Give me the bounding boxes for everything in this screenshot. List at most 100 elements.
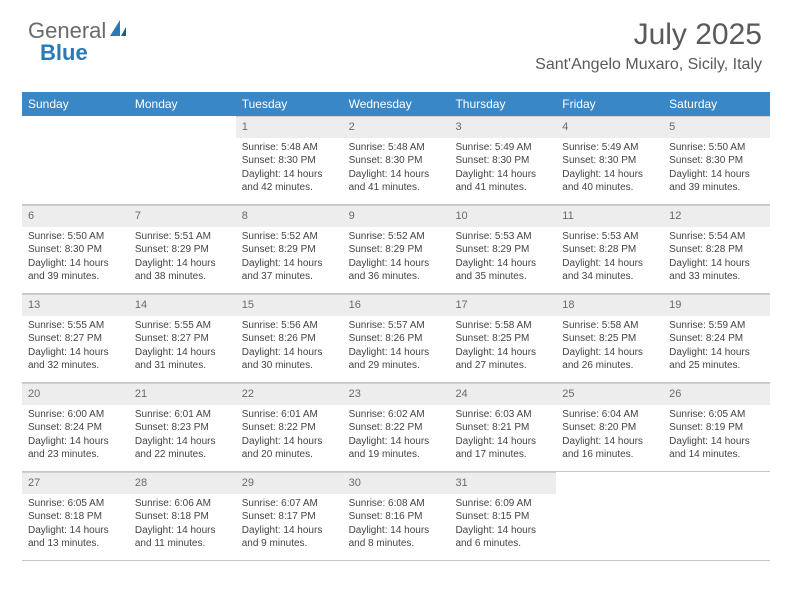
sunrise-line: Sunrise: 5:51 AM bbox=[135, 230, 230, 244]
sunrise-line: Sunrise: 5:52 AM bbox=[349, 230, 444, 244]
sunset-line: Sunset: 8:22 PM bbox=[242, 421, 337, 435]
sunrise-line: Sunrise: 6:03 AM bbox=[455, 408, 550, 422]
day-number: 25 bbox=[556, 383, 663, 405]
day-number: 6 bbox=[22, 205, 129, 227]
daylight-line: Daylight: 14 hours and 27 minutes. bbox=[455, 346, 550, 373]
day-body: Sunrise: 6:04 AMSunset: 8:20 PMDaylight:… bbox=[556, 405, 663, 468]
sunset-line: Sunset: 8:28 PM bbox=[669, 243, 764, 257]
sunset-line: Sunset: 8:26 PM bbox=[349, 332, 444, 346]
sunset-line: Sunset: 8:30 PM bbox=[562, 154, 657, 168]
daylight-line: Daylight: 14 hours and 9 minutes. bbox=[242, 524, 337, 551]
daylight-line: Daylight: 14 hours and 20 minutes. bbox=[242, 435, 337, 462]
sunrise-line: Sunrise: 5:55 AM bbox=[135, 319, 230, 333]
sunset-line: Sunset: 8:30 PM bbox=[349, 154, 444, 168]
day-body: Sunrise: 6:05 AMSunset: 8:19 PMDaylight:… bbox=[663, 405, 770, 468]
daylight-line: Daylight: 14 hours and 16 minutes. bbox=[562, 435, 657, 462]
calendar-week: 1Sunrise: 5:48 AMSunset: 8:30 PMDaylight… bbox=[22, 116, 770, 205]
day-body: Sunrise: 5:53 AMSunset: 8:28 PMDaylight:… bbox=[556, 227, 663, 290]
daylight-line: Daylight: 14 hours and 35 minutes. bbox=[455, 257, 550, 284]
sunrise-line: Sunrise: 5:58 AM bbox=[562, 319, 657, 333]
day-number: 30 bbox=[343, 472, 450, 494]
daylight-line: Daylight: 14 hours and 29 minutes. bbox=[349, 346, 444, 373]
calendar-cell: 5Sunrise: 5:50 AMSunset: 8:30 PMDaylight… bbox=[663, 116, 770, 204]
dayname-1: Monday bbox=[129, 92, 236, 116]
daylight-line: Daylight: 14 hours and 32 minutes. bbox=[28, 346, 123, 373]
calendar-cell: 19Sunrise: 5:59 AMSunset: 8:24 PMDayligh… bbox=[663, 294, 770, 382]
day-number bbox=[556, 472, 663, 493]
day-body: Sunrise: 5:50 AMSunset: 8:30 PMDaylight:… bbox=[663, 138, 770, 201]
daylight-line: Daylight: 14 hours and 42 minutes. bbox=[242, 168, 337, 195]
day-number: 1 bbox=[236, 116, 343, 138]
calendar-cell: 9Sunrise: 5:52 AMSunset: 8:29 PMDaylight… bbox=[343, 205, 450, 293]
day-number: 22 bbox=[236, 383, 343, 405]
calendar-cell: 14 Sunrise: 5:55 AMSunset: 8:27 PMDayligh… bbox=[129, 294, 236, 382]
sunrise-line: Sunrise: 5:53 AM bbox=[562, 230, 657, 244]
daylight-line: Daylight: 14 hours and 33 minutes. bbox=[669, 257, 764, 284]
sunrise-line: Sunrise: 5:50 AM bbox=[669, 141, 764, 155]
sunrise-line: Sunrise: 5:50 AM bbox=[28, 230, 123, 244]
dayname-5: Friday bbox=[556, 92, 663, 116]
day-number: 26 bbox=[663, 383, 770, 405]
day-number: 20 bbox=[22, 383, 129, 405]
calendar-cell: 17Sunrise: 5:58 AMSunset: 8:25 PMDayligh… bbox=[449, 294, 556, 382]
daylight-line: Daylight: 14 hours and 39 minutes. bbox=[28, 257, 123, 284]
sunset-line: Sunset: 8:21 PM bbox=[455, 421, 550, 435]
sunset-line: Sunset: 8:30 PM bbox=[28, 243, 123, 257]
dayname-6: Saturday bbox=[663, 92, 770, 116]
brand-part2: Blue bbox=[40, 40, 88, 66]
calendar-cell bbox=[556, 472, 663, 560]
day-number bbox=[663, 472, 770, 493]
day-number: 14 bbox=[129, 294, 236, 316]
sunset-line: Sunset: 8:22 PM bbox=[349, 421, 444, 435]
day-number: 7 bbox=[129, 205, 236, 227]
sunrise-line: Sunrise: 5:56 AM bbox=[242, 319, 337, 333]
calendar-cell: 13Sunrise: 5:55 AMSunset: 8:27 PMDayligh… bbox=[22, 294, 129, 382]
daylight-line: Daylight: 14 hours and 22 minutes. bbox=[135, 435, 230, 462]
calendar-cell: 18Sunrise: 5:58 AMSunset: 8:25 PMDayligh… bbox=[556, 294, 663, 382]
calendar-cell: 29Sunrise: 6:07 AMSunset: 8:17 PMDayligh… bbox=[236, 472, 343, 560]
day-body: Sunrise: 5:51 AMSunset: 8:29 PMDaylight:… bbox=[129, 227, 236, 290]
calendar-day-header: SundayMondayTuesdayWednesdayThursdayFrid… bbox=[22, 92, 770, 116]
day-body: Sunrise: 5:56 AMSunset: 8:26 PMDaylight:… bbox=[236, 316, 343, 379]
sunrise-line: Sunrise: 5:59 AM bbox=[669, 319, 764, 333]
calendar-week: 6Sunrise: 5:50 AMSunset: 8:30 PMDaylight… bbox=[22, 205, 770, 294]
day-body: Sunrise: 5:48 AMSunset: 8:30 PMDaylight:… bbox=[343, 138, 450, 201]
day-body: Sunrise: 6:06 AMSunset: 8:18 PMDaylight:… bbox=[129, 494, 236, 557]
sunrise-line: Sunrise: 5:48 AM bbox=[242, 141, 337, 155]
sunset-line: Sunset: 8:25 PM bbox=[562, 332, 657, 346]
sunset-line: Sunset: 8:17 PM bbox=[242, 510, 337, 524]
day-body: Sunrise: 6:07 AMSunset: 8:17 PMDaylight:… bbox=[236, 494, 343, 557]
calendar-cell: 7Sunrise: 5:51 AMSunset: 8:29 PMDaylight… bbox=[129, 205, 236, 293]
calendar-cell: 11Sunrise: 5:53 AMSunset: 8:28 PMDayligh… bbox=[556, 205, 663, 293]
calendar-cell: 25Sunrise: 6:04 AMSunset: 8:20 PMDayligh… bbox=[556, 383, 663, 471]
sunset-line: Sunset: 8:24 PM bbox=[669, 332, 764, 346]
daylight-line: Daylight: 14 hours and 13 minutes. bbox=[28, 524, 123, 551]
sunset-line: Sunset: 8:27 PM bbox=[28, 332, 123, 346]
sunset-line: Sunset: 8:28 PM bbox=[562, 243, 657, 257]
calendar-cell bbox=[22, 116, 129, 204]
day-body: Sunrise: 5:50 AMSunset: 8:30 PMDaylight:… bbox=[22, 227, 129, 290]
sunrise-line: Sunrise: 5:49 AM bbox=[455, 141, 550, 155]
daylight-line: Daylight: 14 hours and 37 minutes. bbox=[242, 257, 337, 284]
day-number: 27 bbox=[22, 472, 129, 494]
calendar-cell: 4Sunrise: 5:49 AMSunset: 8:30 PMDaylight… bbox=[556, 116, 663, 204]
sunset-line: Sunset: 8:30 PM bbox=[242, 154, 337, 168]
page-title-block: July 2025 Sant'Angelo Muxaro, Sicily, It… bbox=[535, 18, 762, 74]
sunset-line: Sunset: 8:29 PM bbox=[349, 243, 444, 257]
day-body: Sunrise: 5:55 AMSunset: 8:27 PMDaylight:… bbox=[22, 316, 129, 379]
day-number: 16 bbox=[343, 294, 450, 316]
calendar-cell: 8Sunrise: 5:52 AMSunset: 8:29 PMDaylight… bbox=[236, 205, 343, 293]
day-body: Sunrise: 5:58 AMSunset: 8:25 PMDaylight:… bbox=[449, 316, 556, 379]
calendar-cell: 31Sunrise: 6:09 AMSunset: 8:15 PMDayligh… bbox=[449, 472, 556, 560]
daylight-line: Daylight: 14 hours and 31 minutes. bbox=[135, 346, 230, 373]
calendar-cell: 6Sunrise: 5:50 AMSunset: 8:30 PMDaylight… bbox=[22, 205, 129, 293]
sunset-line: Sunset: 8:19 PM bbox=[669, 421, 764, 435]
day-body: Sunrise: 6:01 AMSunset: 8:23 PMDaylight:… bbox=[129, 405, 236, 468]
sunset-line: Sunset: 8:24 PM bbox=[28, 421, 123, 435]
calendar-cell: 3Sunrise: 5:49 AMSunset: 8:30 PMDaylight… bbox=[449, 116, 556, 204]
sunset-line: Sunset: 8:27 PM bbox=[135, 332, 230, 346]
daylight-line: Daylight: 14 hours and 14 minutes. bbox=[669, 435, 764, 462]
day-number: 19 bbox=[663, 294, 770, 316]
day-number: 15 bbox=[236, 294, 343, 316]
calendar-cell: 12Sunrise: 5:54 AMSunset: 8:28 PMDayligh… bbox=[663, 205, 770, 293]
